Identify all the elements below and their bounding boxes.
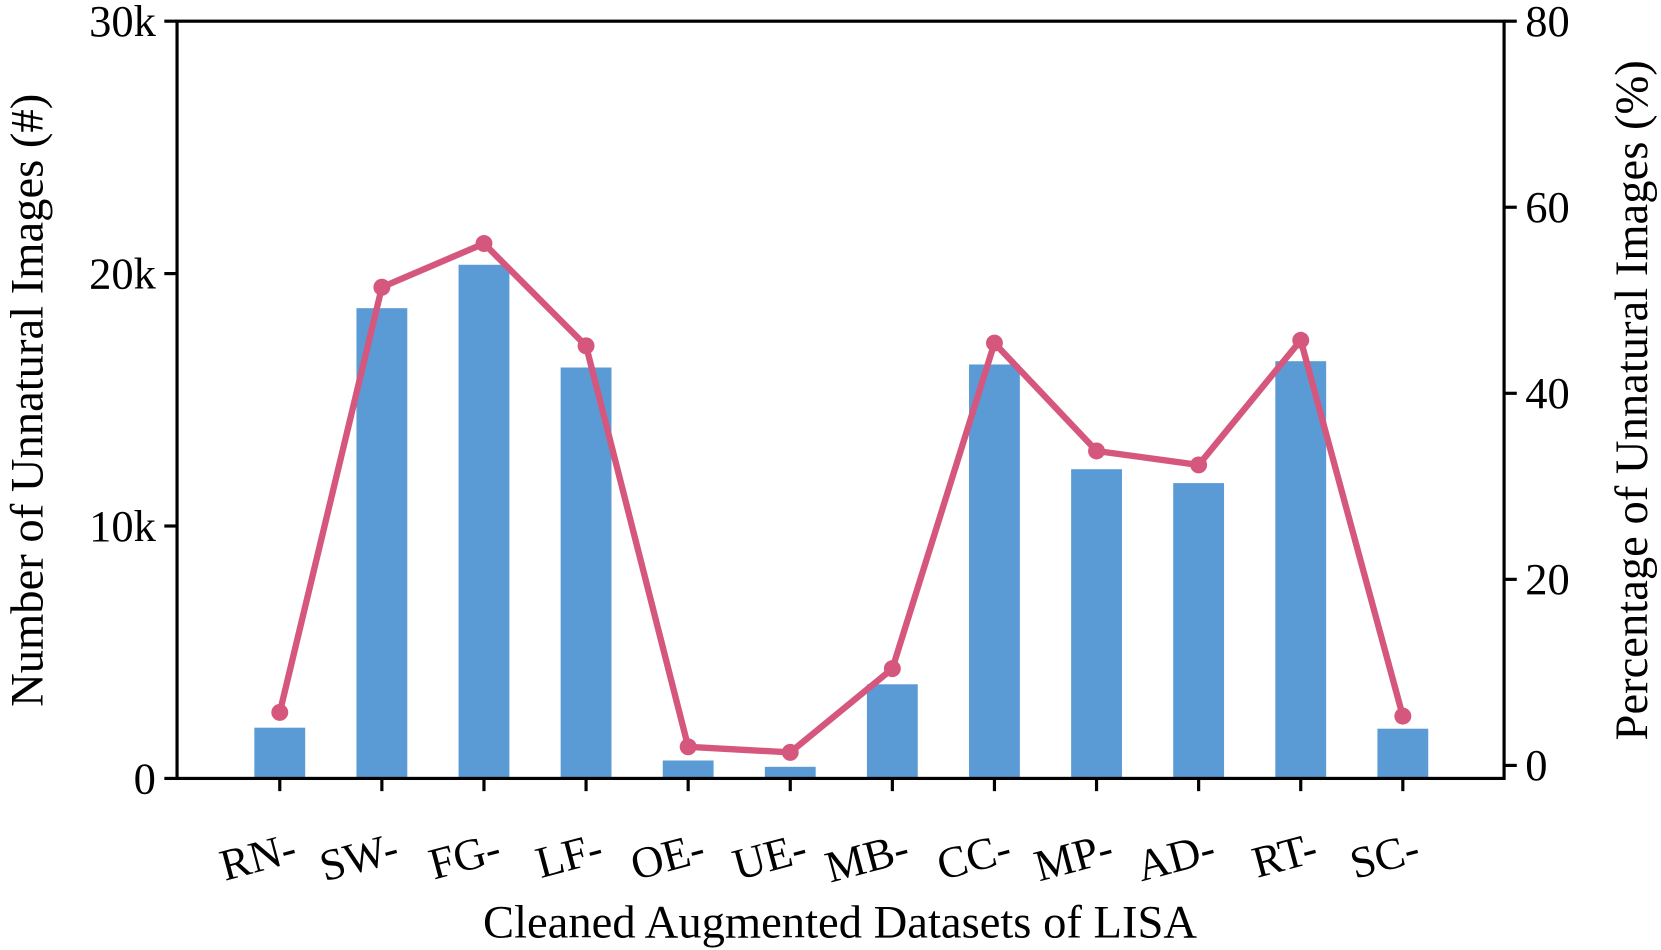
x-tick-label: MB- [820,822,914,892]
bar-rt [1275,361,1327,779]
line-point-lf [577,337,595,355]
axes: 0 10k 20k 30k 0 20 40 60 80 RN- SW- FG- LF- OE- UE- MB-… [89,0,1570,892]
line-point-ue [781,743,799,761]
x-tick-label: AD- [1131,822,1220,891]
x-tick-label: RN- [215,822,302,890]
x-tick-label: FG- [423,822,505,889]
y-tick-label-left: 0 [134,753,156,803]
x-tick-label: RT- [1247,822,1323,887]
line-point-mp [1088,442,1106,460]
x-tick-label: CC- [932,822,1017,889]
line-point-rt [1292,331,1310,349]
y-axis-label-left: Number of Unnatural Images (#) [2,94,54,707]
y-tick-label-left: 10k [89,501,156,551]
line-point-sc [1394,707,1412,725]
bar-lf [560,367,612,779]
y-tick-label-left: 20k [89,248,156,298]
y-axis-label-right: Percentage of Unnatural Images (%) [1606,60,1658,740]
y-tick-label-right: 60 [1525,182,1569,232]
y-tick-label-right: 0 [1525,740,1547,790]
plot-frame [175,19,1506,781]
x-tick-label: MP- [1029,822,1118,891]
line-point-ad [1190,456,1208,474]
x-axis-label: Cleaned Augmented Datasets of LISA [483,896,1197,948]
line-point-oe [679,738,697,756]
y-tick-label-left: 30k [89,0,156,46]
bars [254,264,1429,779]
line-path [276,240,1406,756]
line-point-mb [883,660,901,678]
line-point-cc [985,334,1003,352]
bar-mp [1071,469,1122,779]
y-tick-label-right: 80 [1525,0,1569,46]
bar-mb [866,684,918,779]
bar-fg [458,264,510,779]
line-point-fg [475,235,493,252]
x-tick-label: OE- [625,822,710,889]
bar-sc [1377,728,1429,779]
bar-cc [969,364,1020,779]
x-tick-label: SC- [1345,822,1425,888]
bar-sw [356,308,408,779]
line-point-sw [373,278,391,296]
x-tick-label: UE- [727,822,812,889]
bar-ue [764,766,816,779]
line-point-rn [271,703,289,721]
line-series [271,235,1412,761]
bar-rn [254,727,306,779]
y-tick-label-right: 20 [1525,554,1569,604]
bar-ad [1173,483,1225,779]
x-tick-label: LF- [530,822,607,888]
y-tick-label-right: 40 [1525,368,1569,418]
x-tick-label: SW- [314,822,403,891]
bar-oe [662,760,714,779]
